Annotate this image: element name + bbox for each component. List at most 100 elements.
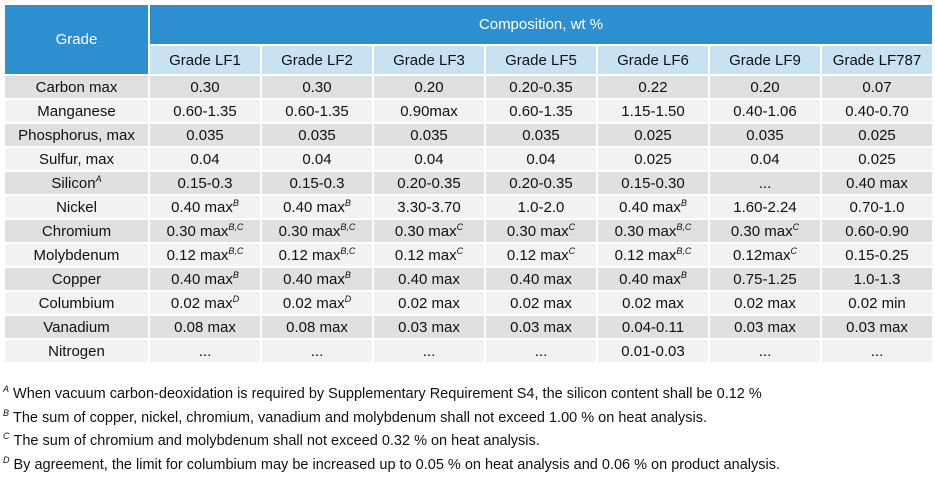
value-cell: 0.12 maxC xyxy=(484,242,598,268)
footnote: B The sum of copper, nickel, chromium, va… xyxy=(3,407,932,431)
footnote-marker: B xyxy=(232,197,239,208)
cell-value: 0.12 max xyxy=(278,246,341,264)
footnote-marker: C xyxy=(568,221,576,232)
value-cell: 0.04 xyxy=(148,146,262,172)
cell-value: ... xyxy=(758,174,772,192)
cell-value: 0.035 xyxy=(186,126,224,144)
value-cell: 0.025 xyxy=(820,122,934,148)
cell-value: ... xyxy=(422,342,436,360)
footnote-marker: C xyxy=(568,245,576,256)
value-cell: 0.20 xyxy=(708,74,822,100)
element-label: Phosphorus, max xyxy=(18,126,135,144)
footnote-marker: B xyxy=(344,269,351,280)
cell-value: 0.12 max xyxy=(506,246,569,264)
value-cell: 0.15-0.30 xyxy=(596,170,710,196)
composition-table: Grade Composition, wt % Grade LF1 Grade L… xyxy=(3,3,934,364)
cell-value: 0.08 max xyxy=(286,318,348,336)
value-cell: 0.15-0.3 xyxy=(148,170,262,196)
cell-value: 0.12 max xyxy=(394,246,457,264)
value-cell: 0.025 xyxy=(820,146,934,172)
cell-value: 0.04 xyxy=(302,150,332,168)
element-label: Nickel xyxy=(56,198,97,216)
footnote-marker: B,C xyxy=(340,245,356,256)
value-cell: 0.60-1.35 xyxy=(148,98,262,124)
element-name-cell: Chromium xyxy=(3,218,150,244)
value-cell: ... xyxy=(372,338,486,364)
cell-value: 0.20-0.35 xyxy=(509,78,573,96)
element-name-cell: Carbon max xyxy=(3,74,150,100)
cell-value: 0.40 max xyxy=(171,198,233,216)
footnote-marker: B xyxy=(3,407,10,418)
footnote-marker: D xyxy=(3,454,10,465)
footnote: D By agreement, the limit for columbium m… xyxy=(3,454,932,478)
element-name-cell: Columbium xyxy=(3,290,150,316)
grade-column-header: Grade LF3 xyxy=(372,44,486,76)
value-cell: 0.02 maxD xyxy=(260,290,374,316)
value-cell: 0.03 max xyxy=(708,314,822,340)
grade-column-header: Grade LF9 xyxy=(708,44,822,76)
cell-value: 0.30 max xyxy=(614,222,677,240)
footnote-marker: D xyxy=(344,293,352,304)
value-cell: 0.40 maxB xyxy=(596,194,710,220)
table-row: SiliconA 0.15-0.3 0.15-0.3 0.20-0.35 0.20-0.… xyxy=(3,170,934,196)
cell-value: 0.60-1.35 xyxy=(173,102,237,120)
cell-value: 0.15-0.3 xyxy=(177,174,233,192)
footnotes: A When vacuum carbon-deoxidation is requi… xyxy=(3,383,932,477)
table-row: Sulfur, max 0.04 0.04 0.04 0.04 0.025 0.04 0.02… xyxy=(3,146,934,172)
cell-value: 0.30 max xyxy=(394,222,457,240)
value-cell: 0.01-0.03 xyxy=(596,338,710,364)
table-row: Molybdenum 0.12 maxB,C 0.12 maxB,C 0.12 max… xyxy=(3,242,934,268)
element-label: Columbium xyxy=(38,294,115,312)
value-cell: 0.75-1.25 xyxy=(708,266,822,292)
value-cell: 0.02 max xyxy=(372,290,486,316)
value-cell: 0.40 maxB xyxy=(148,266,262,292)
cell-value: ... xyxy=(758,342,772,360)
value-cell: ... xyxy=(260,338,374,364)
cell-value: ... xyxy=(870,342,884,360)
footnote-marker: B,C xyxy=(676,221,692,232)
cell-value: 0.03 max xyxy=(510,318,572,336)
cell-value: 0.03 max xyxy=(846,318,908,336)
footnote-marker: B xyxy=(232,269,239,280)
value-cell: 1.0-2.0 xyxy=(484,194,598,220)
footnote-marker: C xyxy=(456,245,464,256)
value-cell: 0.12maxC xyxy=(708,242,822,268)
value-cell: 0.04 xyxy=(484,146,598,172)
cell-value: 0.01-0.03 xyxy=(621,342,685,360)
cell-value: 0.40 max xyxy=(510,270,572,288)
grade-header: Grade xyxy=(3,3,150,76)
cell-value: 0.03 max xyxy=(734,318,796,336)
cell-value: ... xyxy=(198,342,212,360)
cell-value: 0.04 xyxy=(750,150,780,168)
cell-value: 0.025 xyxy=(634,150,672,168)
element-name-cell: SiliconA xyxy=(3,170,150,196)
element-label: Copper xyxy=(51,270,102,288)
footnote: C The sum of chromium and molybdenum shal… xyxy=(3,430,932,454)
cell-value: 0.035 xyxy=(522,126,560,144)
value-cell: 0.025 xyxy=(596,122,710,148)
value-cell: 0.20-0.35 xyxy=(372,170,486,196)
cell-value: 1.0-2.0 xyxy=(517,198,565,216)
table-row: Nickel 0.40 maxB 0.40 maxB 3.30-3.70 1.0-2.0… xyxy=(3,194,934,220)
cell-value: 0.02 max xyxy=(510,294,572,312)
value-cell: 0.30 maxB,C xyxy=(148,218,262,244)
cell-value: 1.15-1.50 xyxy=(621,102,685,120)
cell-value: 0.15-0.25 xyxy=(845,246,909,264)
cell-value: 0.20-0.35 xyxy=(509,174,573,192)
value-cell: 0.40-0.70 xyxy=(820,98,934,124)
cell-value: 0.40 max xyxy=(619,198,681,216)
element-name-cell: Sulfur, max xyxy=(3,146,150,172)
cell-value: 0.15-0.30 xyxy=(621,174,685,192)
cell-value: 0.40 max xyxy=(283,270,345,288)
grade-column-header: Grade LF2 xyxy=(260,44,374,76)
cell-value: 0.02 max xyxy=(282,294,345,312)
cell-value: 0.04-0.11 xyxy=(621,318,685,336)
cell-value: 0.04 xyxy=(190,150,220,168)
element-label: Molybdenum xyxy=(33,246,120,264)
value-cell: 0.30 maxC xyxy=(484,218,598,244)
value-cell: 0.40-1.06 xyxy=(708,98,822,124)
value-cell: 1.15-1.50 xyxy=(596,98,710,124)
value-cell: 0.07 xyxy=(820,74,934,100)
element-name-cell: Phosphorus, max xyxy=(3,122,150,148)
value-cell: 0.40 max xyxy=(372,266,486,292)
